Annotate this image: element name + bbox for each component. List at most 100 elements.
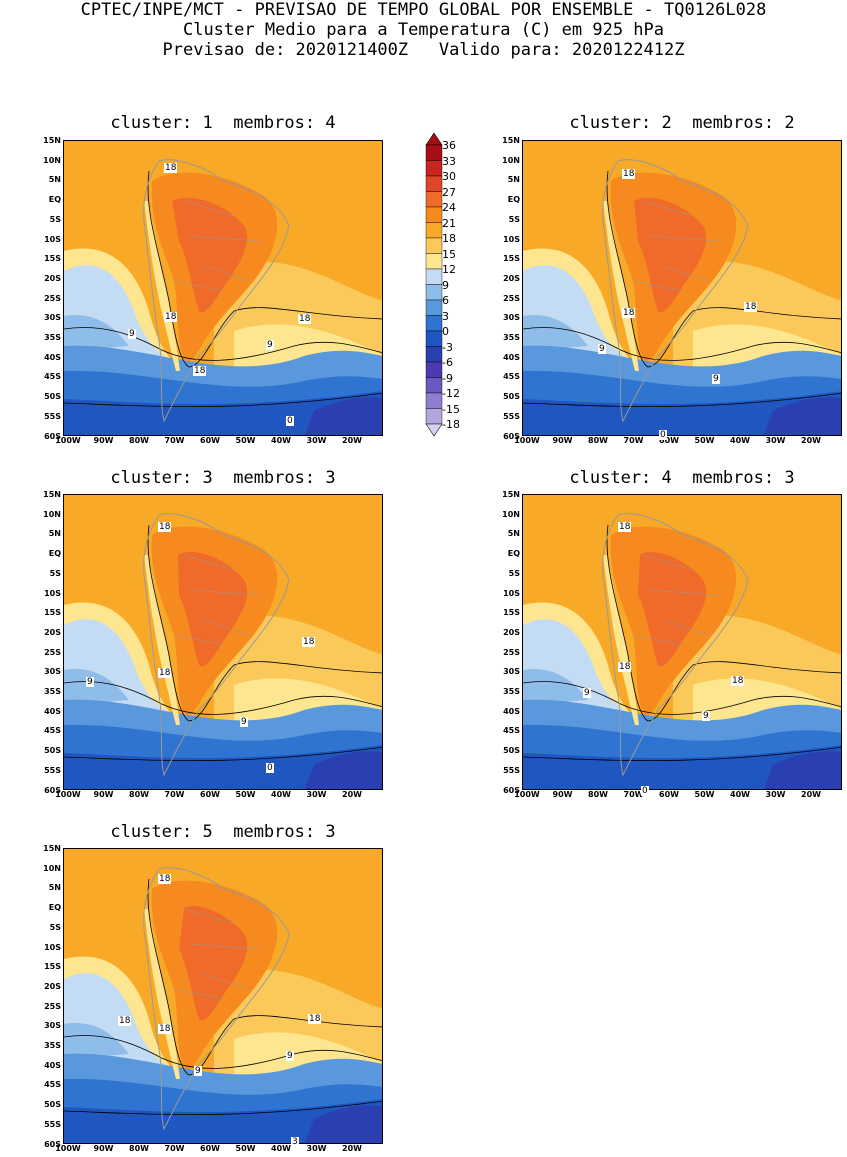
lat-tick-label: 45S: [44, 372, 61, 382]
lon-tick-label: 30W: [765, 436, 786, 445]
temp-band-cold-tongue-9: [523, 669, 588, 705]
contour-label: 0: [286, 416, 294, 426]
temp-band-neg3: [763, 751, 841, 789]
lon-tick-label: 30W: [306, 436, 327, 445]
country-borders: [173, 200, 260, 292]
lon-tick-label: 80W: [129, 1144, 149, 1153]
colorbar-label: 15: [442, 247, 456, 261]
lat-tick-label: EQ: [507, 195, 520, 205]
temp-band-neg3: [304, 1105, 382, 1143]
contour-label: 9: [86, 677, 94, 687]
coastline: [143, 867, 290, 1131]
temp-band-27-30: [638, 551, 707, 667]
contour-label: 9: [240, 717, 248, 727]
colorbar-label: 24: [442, 201, 456, 214]
lon-tick-label: 50W: [235, 790, 256, 799]
lon-tick-label: 20W: [801, 436, 821, 445]
panel-title-3: cluster: 3 membros: 3: [110, 468, 336, 488]
contour-0: [64, 1100, 382, 1116]
colorbar-swatch: [425, 191, 443, 208]
contour-label: 18: [158, 522, 172, 532]
contour-0: [64, 746, 382, 762]
country-borders: [173, 554, 260, 646]
lat-tick-label: 30S: [503, 667, 520, 677]
lat-tick-label: 55S: [44, 765, 61, 775]
contour-18: [606, 524, 841, 722]
contour-label: 18: [193, 366, 207, 376]
map-panel-3: [63, 494, 383, 790]
country-borders: [632, 200, 719, 292]
andes-strip: [144, 909, 180, 1079]
colorbar-label: 0: [442, 325, 449, 338]
lat-tick-label: 15S: [503, 254, 520, 264]
colorbar-swatch: [425, 160, 443, 177]
lon-tick-label: 60W: [659, 790, 679, 799]
lat-tick-label: 60S: [503, 785, 520, 795]
lon-tick-label: 80W: [129, 436, 149, 445]
lat-tick-label: 15N: [502, 136, 520, 145]
lat-tick-label: 15N: [502, 490, 520, 499]
colorbar: [425, 133, 443, 437]
lat-tick-label: 5S: [508, 214, 520, 224]
lat-tick-label: 45S: [503, 726, 520, 736]
lon-tick-label: 70W: [164, 436, 185, 445]
contour-label: 9: [194, 1066, 202, 1076]
lat-tick-label: 20S: [44, 981, 61, 991]
lat-tick-label: 5N: [48, 883, 61, 893]
lat-tick-label: 5N: [507, 175, 520, 185]
contour-0: [523, 392, 841, 408]
colorbar-swatch: [425, 284, 443, 301]
contour-label: 0: [641, 786, 649, 796]
temp-band-27-30: [178, 551, 248, 667]
contour-label: 18: [622, 169, 636, 179]
contour-label: 18: [158, 668, 172, 678]
lat-tick-label: 35S: [503, 687, 520, 696]
colorbar-swatch: [425, 315, 443, 332]
lon-tick-label: 40W: [730, 790, 750, 799]
lat-tick-label: 15N: [43, 844, 61, 853]
contour-label: 18: [158, 1024, 172, 1034]
lat-tick-label: 35S: [44, 1041, 61, 1050]
lat-tick-label: 30S: [44, 313, 61, 323]
lat-tick-label: 50S: [44, 392, 61, 402]
colorbar-label: -15: [442, 402, 460, 416]
lon-tick-label: 20W: [342, 1144, 362, 1153]
lat-tick-label: 50S: [503, 746, 520, 756]
lat-tick-label: 10N: [43, 509, 61, 519]
colorbar-swatch: [425, 253, 443, 270]
lat-tick-label: 35S: [503, 333, 520, 342]
lat-tick-label: 60S: [44, 431, 61, 441]
contour-label: 18: [744, 302, 758, 312]
contour-label: 18: [731, 676, 745, 686]
header-line-2: Cluster Medio para a Temperatura (C) em …: [182, 20, 665, 40]
lat-tick-label: 30S: [44, 1021, 61, 1031]
lat-tick-label: 10S: [44, 942, 61, 952]
contour-9: [523, 681, 841, 715]
lat-tick-label: 15N: [43, 136, 61, 145]
lat-tick-label: 15S: [44, 608, 61, 618]
lat-tick-label: 30S: [44, 667, 61, 677]
lat-tick-label: 25S: [503, 647, 520, 657]
lat-tick-label: 35S: [44, 687, 61, 696]
lat-tick-label: 40S: [44, 706, 61, 716]
lon-tick-label: 80W: [129, 790, 149, 799]
lon-tick-label: 50W: [694, 790, 715, 799]
panel-title-5: cluster: 5 membros: 3: [110, 822, 336, 842]
lon-tick-label: 70W: [623, 436, 644, 445]
lat-tick-label: 25S: [44, 1001, 61, 1011]
lon-tick-label: 90W: [552, 790, 573, 799]
lat-tick-label: 40S: [44, 352, 61, 362]
header-line-3: Previsao de: 2020121400Z Valido para: 20…: [162, 40, 685, 60]
contour-label: 18: [618, 662, 632, 672]
contour-label: 18: [302, 637, 316, 647]
lon-tick-label: 100W: [514, 790, 540, 799]
lon-tick-label: 90W: [552, 436, 573, 445]
panel-title-4: cluster: 4 membros: 3: [569, 468, 795, 488]
lat-tick-label: 15S: [44, 962, 61, 972]
colorbar-label: -9: [442, 371, 453, 385]
lon-tick-label: 20W: [342, 790, 362, 799]
colorbar-label: 12: [442, 263, 456, 276]
lat-tick-label: 30S: [503, 313, 520, 323]
contour-label: 9: [266, 340, 274, 350]
lat-tick-label: 55S: [44, 411, 61, 421]
